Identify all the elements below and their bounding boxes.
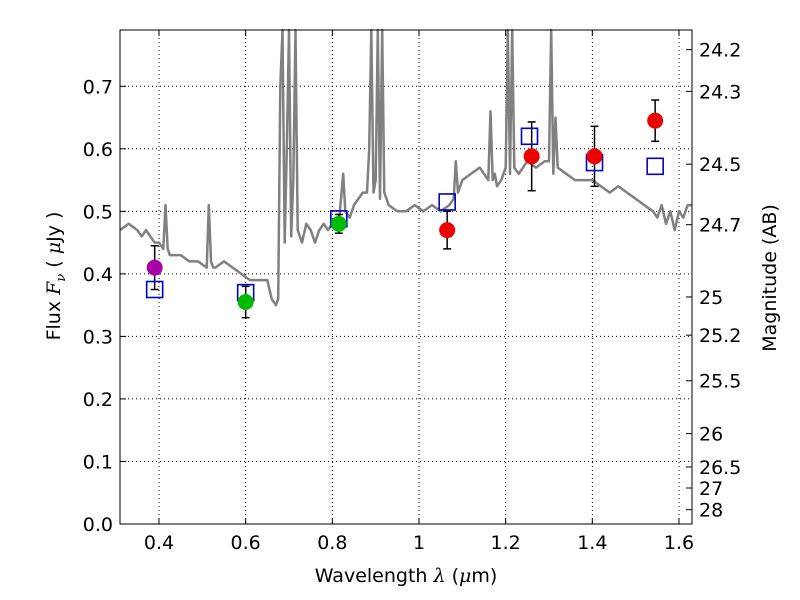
grid-lines (120, 30, 692, 524)
y2-tick-label: 28 (699, 500, 723, 522)
y-axis-title: Flux Fν ( μJy ) (43, 212, 69, 341)
x-tick-label: 0.6 (231, 532, 261, 554)
data-point-green (330, 215, 347, 232)
data-point-red (439, 222, 456, 239)
x-tick-label: 1.2 (491, 532, 521, 554)
y-tick-label: 0.5 (83, 201, 113, 223)
errorbar-layer (150, 99, 660, 319)
x-axis: 0.4 0.6 0.8 1 1.2 1.4 1.6 (144, 30, 694, 554)
y2-tick-label: 25.5 (699, 371, 741, 393)
y2-tick-label: 26 (699, 424, 723, 446)
y-tick-label: 0.6 (83, 139, 113, 161)
y2-axis-title: Magnitude (AB) (759, 204, 781, 352)
data-point-green (237, 294, 254, 311)
y-tick-label: 0.1 (83, 451, 113, 473)
x-tick-label: 1.6 (664, 532, 694, 554)
y-tick-label: 0.4 (83, 264, 113, 286)
model-marker (646, 157, 664, 176)
model-marker (145, 280, 164, 299)
spectrum-line (119, 28, 692, 307)
y2-tick-label: 24.7 (699, 215, 741, 237)
x-tick-label: 1 (413, 532, 425, 554)
y-tick-label: 0.3 (83, 326, 113, 348)
y2-tick-label: 24.3 (699, 81, 741, 103)
model-marker (438, 193, 456, 211)
y2-tick-label: 25 (699, 287, 723, 309)
y2-tick-label: 25.2 (699, 325, 741, 347)
y-tick-label: 0.2 (83, 389, 113, 411)
y-tick-label: 0.0 (83, 514, 113, 536)
data-point-red (647, 112, 664, 129)
y2-tick-label: 24.2 (699, 40, 741, 62)
data-point-magenta (146, 259, 163, 276)
model-marker (520, 127, 539, 146)
y2-tick-label: 26.5 (699, 457, 741, 479)
x-tick-label: 1.4 (577, 532, 607, 554)
y2-tick-label: 27 (699, 478, 723, 500)
marker-layer (145, 112, 664, 311)
x-axis-title: Wavelength λ (μm) (315, 565, 498, 587)
y2-tick-label: 24.5 (699, 154, 741, 176)
x-tick-label: 0.8 (317, 532, 347, 554)
x-tick-label: 0.4 (144, 532, 174, 554)
y-tick-label: 0.7 (83, 76, 113, 98)
plot-frame (119, 29, 693, 525)
data-point-red (586, 148, 603, 165)
data-point-red (523, 148, 540, 165)
spectrum-layer (119, 28, 692, 307)
y-axis: 0.0 0.1 0.2 0.3 0.4 0.5 0.6 0.7 (83, 76, 126, 536)
